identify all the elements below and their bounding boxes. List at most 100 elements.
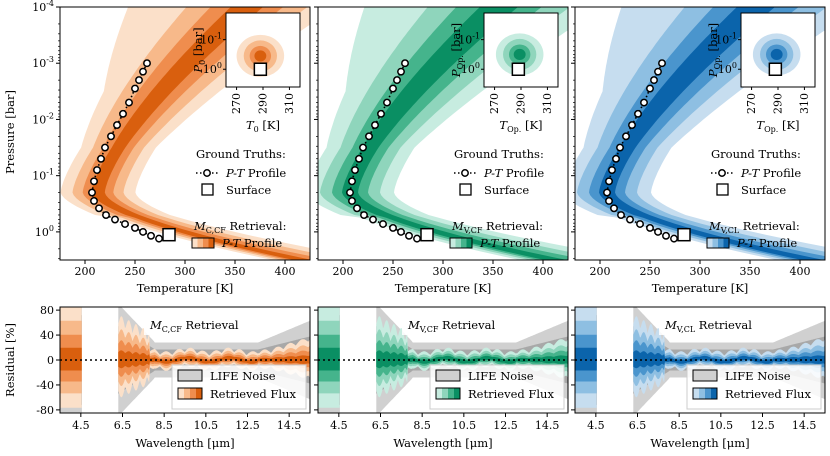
residual-x-tick-label: 6.5 [372, 419, 390, 432]
legend-flux-swatch-frame [177, 387, 203, 400]
legend-retrieval-title: MC,CF Retrieval: [193, 219, 286, 235]
truth-profile-point [113, 121, 121, 130]
truth-profile-point [90, 177, 98, 186]
inset-y-tick-label: 10-1 [200, 32, 222, 47]
flux-band-3 [575, 347, 597, 371]
residual-x-tick-label: 10.5 [194, 419, 219, 432]
truth-profile-point [605, 197, 613, 205]
legend-retrieval-swatch [192, 238, 198, 248]
legend-flux-label: Retrieved Flux [468, 387, 554, 401]
legend-truth-marker [461, 169, 469, 177]
legend-flux-swatch [442, 388, 449, 399]
truth-profile-point [658, 59, 666, 68]
truth-profile-point [95, 204, 103, 213]
residual-x-tick-label: 8.5 [155, 419, 173, 432]
legend-retrieval-swatch [466, 238, 473, 248]
legend-retrieval-swatch-frame [449, 237, 473, 249]
truth-profile-point [603, 188, 611, 197]
residual-x-tick-label: 4.5 [587, 419, 605, 432]
residual-y-tick-label: 40 [40, 329, 54, 342]
legend-noise-label: LIFE Noise [725, 369, 791, 383]
legend-flux-swatch [196, 388, 203, 399]
truth-profile-point [634, 109, 642, 118]
legend-flux-label: Retrieved Flux [210, 387, 296, 401]
inset-x-tick-label: 270 [230, 93, 243, 114]
truth-profile-point [636, 220, 644, 228]
truth-profile-point [90, 197, 98, 205]
legend-noise-swatch [177, 369, 203, 382]
legend-retrieval-swatch-frame [706, 237, 730, 249]
truth-profile-point [646, 84, 654, 93]
inset-contour-3 [254, 50, 267, 62]
legend-noise-label: LIFE Noise [468, 369, 534, 383]
y-axis-bottom-label: Residual [%] [3, 323, 17, 397]
residual-x-axis-label: Wavelength [μm] [650, 436, 749, 450]
truth-profile-point [365, 132, 373, 141]
truth-profile-point [640, 98, 648, 107]
legend-retrieval-swatch-frame [191, 237, 215, 249]
residual-x-axis-label: Wavelength [μm] [393, 436, 492, 450]
truth-profile-point [605, 177, 613, 186]
surface-marker [420, 227, 434, 242]
legend-retrieval-label: P-T Profile [736, 236, 797, 250]
x-tick-label: 300 [175, 265, 196, 278]
truth-profile-point [131, 224, 139, 232]
inset-truth-marker [511, 62, 526, 76]
flux-band-3 [376, 350, 568, 369]
residual-x-axis-label: Wavelength [μm] [135, 436, 234, 450]
x-tick-label: 300 [433, 265, 454, 278]
truth-profile-point [348, 177, 356, 186]
inset-x-tick-label: 270 [488, 93, 501, 114]
pt-band-3 [342, 7, 568, 260]
inset-contour-3 [770, 48, 783, 60]
inset-x-label: TOp. [K] [499, 118, 542, 134]
legend-ground-truths-title: Ground Truths: [454, 147, 544, 161]
legend-ground-truths-title: Ground Truths: [196, 147, 286, 161]
residual-title-bg [144, 315, 272, 335]
pt-bands [60, 7, 310, 260]
legend-truth-marker [718, 169, 726, 177]
truth-profile-point [348, 197, 356, 205]
truth-profile-point [346, 188, 354, 197]
truth-profile-point [97, 154, 105, 163]
x-axis-label: Temperature [K] [137, 281, 234, 295]
truth-profile-point [654, 227, 662, 236]
legend-surface-label: Surface [226, 183, 271, 197]
residual-x-tick-label: 6.5 [629, 419, 647, 432]
residual-x-tick-label: 4.5 [72, 419, 90, 432]
legend-flux-label: Retrieved Flux [725, 387, 811, 401]
truth-profile-point [360, 211, 368, 219]
residual-title: MV,CL Retrieval [664, 318, 752, 334]
residual-x-tick-label: 12.5 [235, 419, 260, 432]
residual-x-tick-label: 10.5 [452, 419, 477, 432]
truth-profile-point [351, 166, 359, 174]
truth-profile-point [139, 67, 147, 76]
x-axis-label: Temperature [K] [395, 281, 492, 295]
truth-profile-point [131, 84, 139, 93]
inset-y-tick-label: 100 [718, 61, 737, 76]
inset-y-label: P0 [bar] [191, 27, 207, 73]
inset-y-tick-label: 100 [461, 61, 480, 76]
truth-profile-point [107, 132, 115, 141]
legend-flux-swatch [711, 388, 718, 399]
truth-profile-point [353, 204, 361, 213]
residual-title-bg [659, 315, 787, 335]
pt-band-3 [91, 7, 310, 260]
truth-profile-point [359, 143, 367, 152]
truth-profile-point [88, 188, 96, 197]
truth-profile-point [377, 109, 385, 118]
legend-flux-swatch [184, 388, 191, 399]
truth-profile-point [355, 154, 363, 163]
residual-y-tick-label: -80 [36, 404, 54, 417]
truth-profile-point [147, 231, 155, 240]
pt-band-1 [577, 7, 825, 260]
legend-retrieval-swatch [450, 238, 456, 248]
inset-x-label: TOp. [K] [756, 118, 799, 134]
truth-profile-point [383, 98, 391, 107]
legend-surface-marker [716, 183, 729, 196]
truth-profile-point [612, 154, 620, 163]
x-tick-label: 300 [690, 265, 711, 278]
residual-y-tick-label: -40 [36, 379, 54, 392]
legend-retrieval-title: MV,CF Retrieval: [451, 219, 543, 235]
